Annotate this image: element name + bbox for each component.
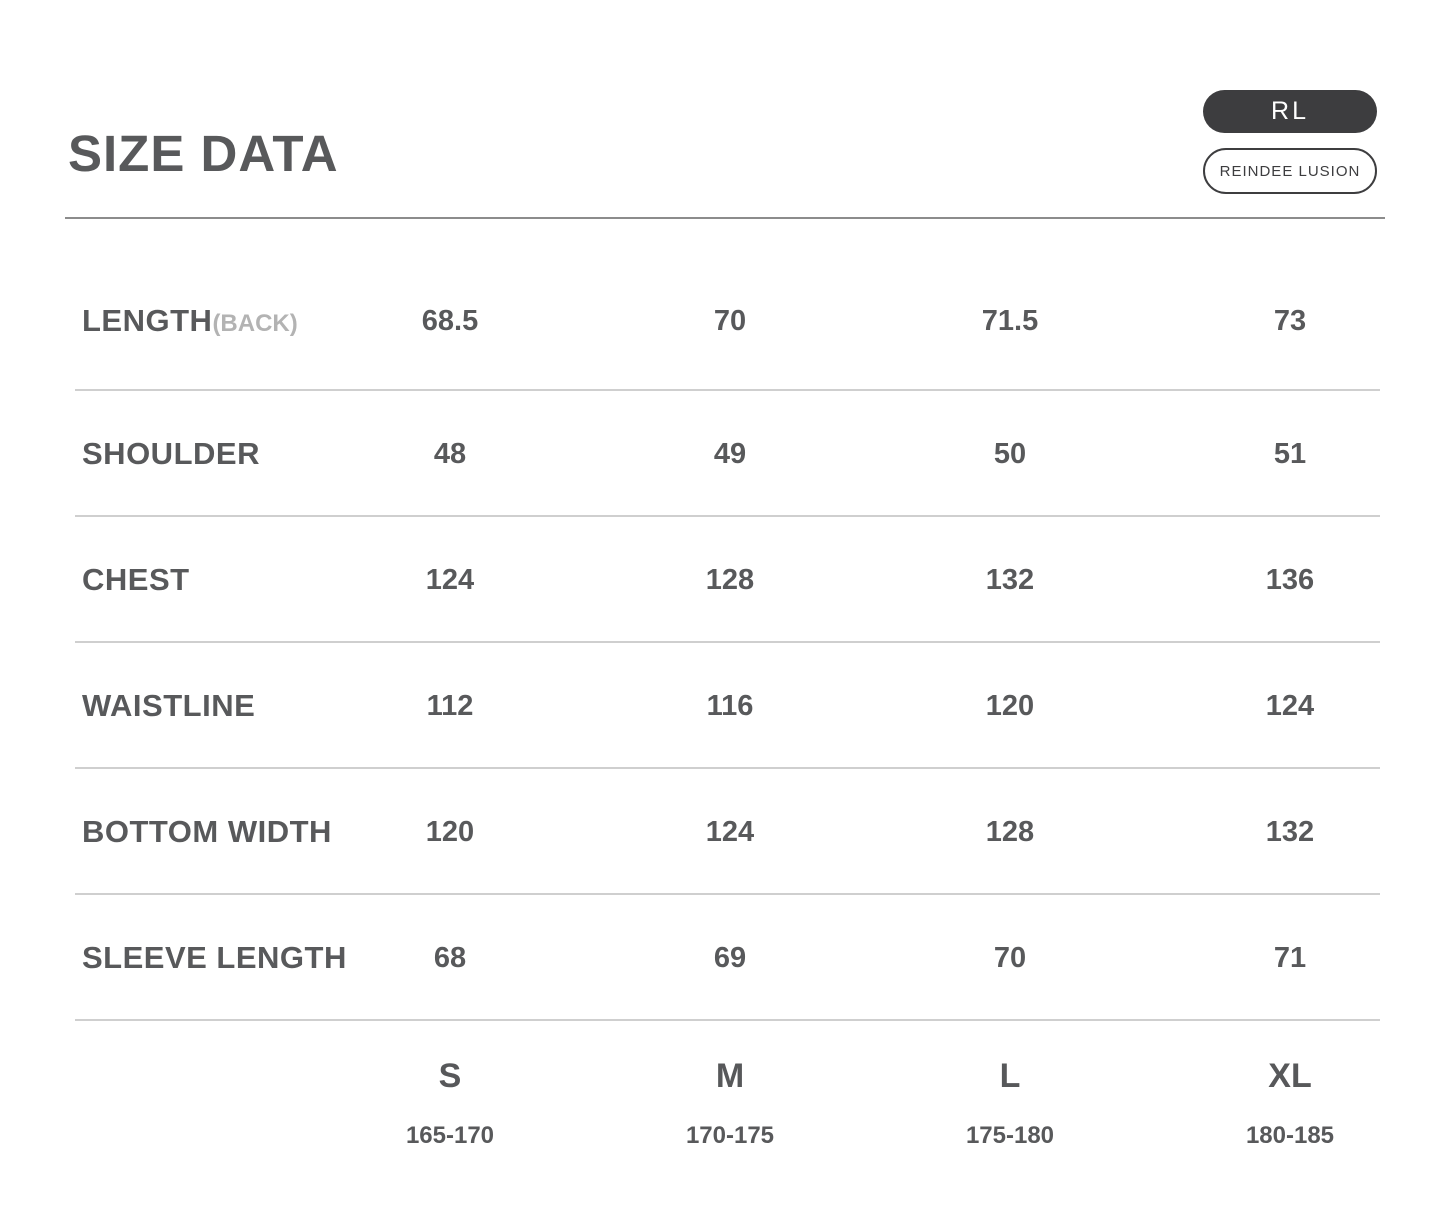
- size-column-label: L: [999, 1057, 1021, 1095]
- size-column-xl: XL 180-185: [1150, 1057, 1430, 1150]
- size-value: 70: [993, 941, 1027, 974]
- size-value: 50: [993, 437, 1027, 470]
- table-row-bottom-width: BOTTOM WIDTH 120 124 128 132: [75, 769, 1430, 895]
- size-column-label: S: [438, 1057, 462, 1095]
- height-range: 180-185: [1245, 1122, 1335, 1149]
- size-value: 112: [426, 689, 474, 722]
- size-value: 51: [1273, 437, 1307, 470]
- brand-badges: RL REINDEE LUSION: [1203, 90, 1377, 194]
- size-value: 68.5: [421, 304, 479, 337]
- size-value: 71.5: [981, 304, 1039, 337]
- row-label-cell: LENGTH(BACK): [75, 303, 310, 339]
- row-label: SLEEVE LENGTH: [82, 940, 347, 975]
- size-value: 120: [985, 689, 1035, 722]
- size-value: 73: [1273, 304, 1307, 337]
- size-column-label: XL: [1268, 1057, 1312, 1095]
- size-value: 136: [1265, 563, 1315, 596]
- size-value: 120: [425, 815, 475, 848]
- row-label: BOTTOM WIDTH: [82, 814, 332, 849]
- size-value: 128: [985, 815, 1035, 848]
- header-divider: [65, 217, 1385, 219]
- size-value: 132: [985, 563, 1035, 596]
- size-value: 124: [705, 815, 755, 848]
- size-value: 71: [1273, 941, 1307, 974]
- row-label: LENGTH: [82, 303, 213, 338]
- table-row-chest: CHEST 124 128 132 136: [75, 517, 1430, 643]
- size-column-m: M 170-175: [590, 1057, 870, 1150]
- size-value: 124: [425, 563, 475, 596]
- row-label-cell: WAISTLINE: [75, 688, 310, 724]
- size-table: LENGTH(BACK) 68.5 70 71.5 73 SHOULDER 48…: [75, 219, 1430, 1150]
- size-value: 124: [1265, 689, 1315, 722]
- row-label: WAISTLINE: [82, 688, 256, 723]
- row-label-suffix: (BACK): [212, 310, 298, 337]
- size-columns-row: S 165-170 M 170-175 L 175-180 XL 180-185: [75, 1021, 1430, 1150]
- height-range: 170-175: [685, 1122, 775, 1149]
- row-label-cell: BOTTOM WIDTH: [75, 814, 331, 850]
- size-column-l: L 175-180: [870, 1057, 1150, 1150]
- row-label-cell: CHEST: [75, 562, 310, 598]
- row-label-cell: SLEEVE LENGTH: [75, 940, 346, 976]
- size-value: 116: [706, 689, 754, 722]
- size-value: 48: [433, 437, 467, 470]
- row-label: CHEST: [82, 562, 190, 597]
- size-column-label: M: [715, 1057, 745, 1095]
- size-column-s: S 165-170: [310, 1057, 590, 1150]
- size-value: 49: [713, 437, 747, 470]
- size-value: 68: [433, 941, 467, 974]
- brand-badge-full: REINDEE LUSION: [1203, 148, 1377, 194]
- height-range: 175-180: [965, 1122, 1055, 1149]
- row-label-cell: SHOULDER: [75, 436, 310, 472]
- empty-cell: [75, 1057, 310, 1150]
- table-row-shoulder: SHOULDER 48 49 50 51: [75, 391, 1430, 517]
- height-range: 165-170: [405, 1122, 495, 1149]
- table-row-length: LENGTH(BACK) 68.5 70 71.5 73: [75, 219, 1430, 391]
- row-label: SHOULDER: [82, 436, 260, 471]
- size-value: 132: [1265, 815, 1315, 848]
- table-row-waistline: WAISTLINE 112 116 120 124: [75, 643, 1430, 769]
- size-value: 70: [713, 304, 747, 337]
- page-title: SIZE DATA: [68, 125, 339, 182]
- table-row-sleeve-length: SLEEVE LENGTH 68 69 70 71: [75, 895, 1430, 1021]
- size-value: 69: [713, 941, 747, 974]
- brand-badge-short: RL: [1203, 90, 1377, 133]
- size-value: 128: [705, 563, 755, 596]
